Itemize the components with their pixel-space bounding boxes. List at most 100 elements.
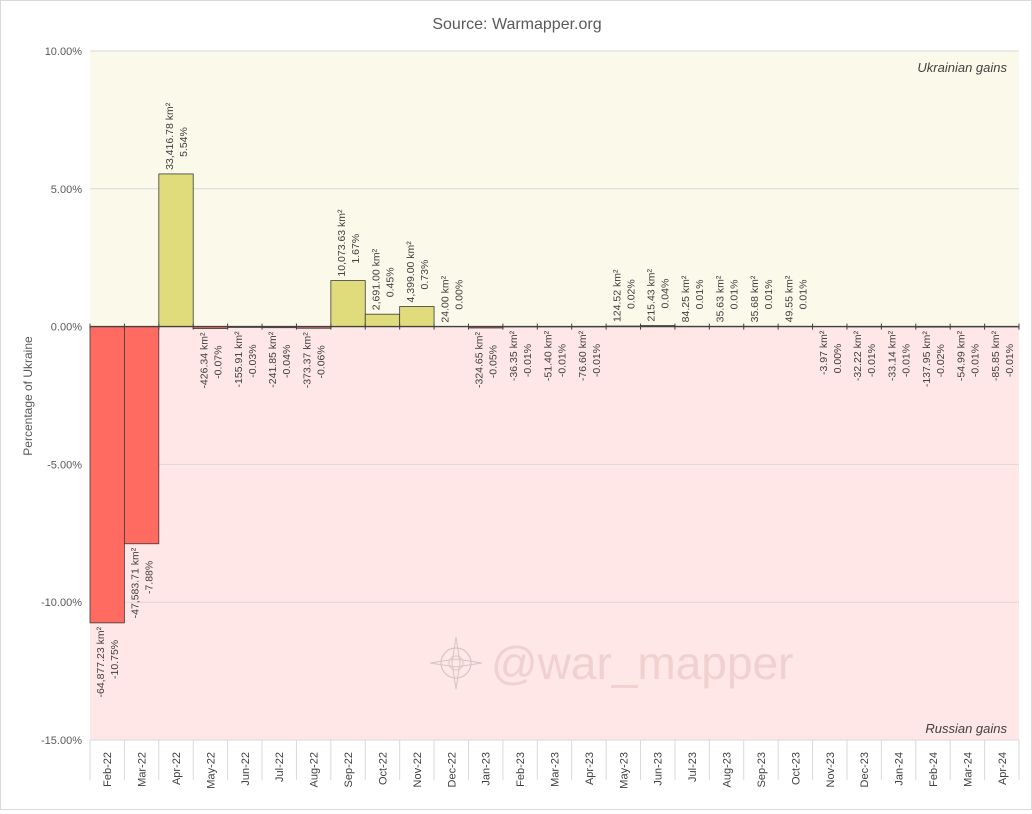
data-label-area: -324.65 km² xyxy=(474,331,486,388)
data-label-area: 24.00 km² xyxy=(439,275,451,322)
x-tick-label: Nov-22 xyxy=(412,752,424,787)
x-tick-label: Jan-23 xyxy=(481,752,493,786)
chart-title: Source: Warmapper.org xyxy=(432,16,601,33)
data-label-area: -32.22 km² xyxy=(852,330,864,381)
data-label-percent: 0.01% xyxy=(729,280,741,310)
bar xyxy=(400,306,434,326)
data-label-percent: -0.01% xyxy=(1004,344,1016,377)
data-label-area: 35.63 km² xyxy=(715,275,727,322)
x-tick-label: Mar-24 xyxy=(962,752,974,787)
data-label-area: 49.55 km² xyxy=(783,275,795,322)
data-label-percent: 0.01% xyxy=(694,280,706,310)
data-label-area: -33.14 km² xyxy=(887,330,899,381)
data-label-percent: -0.01% xyxy=(591,344,603,377)
data-label-percent: -0.03% xyxy=(247,344,259,377)
data-label-percent: -0.06% xyxy=(316,345,328,378)
data-label-percent: -0.05% xyxy=(488,345,500,378)
x-tick-label: Dec-22 xyxy=(446,752,458,787)
data-label-area: -426.34 km² xyxy=(198,332,210,389)
data-label-percent: 0.01% xyxy=(797,280,809,310)
bar xyxy=(124,327,158,544)
data-label-area: 10,073.63 km² xyxy=(336,209,348,277)
data-label-area: -137.95 km² xyxy=(921,331,933,388)
data-label-area: -85.85 km² xyxy=(990,330,1002,381)
y-tick-label: 10.00% xyxy=(45,46,83,58)
data-label-percent: 0.04% xyxy=(660,279,672,309)
data-label-area: -76.60 km² xyxy=(577,330,589,381)
lower-region-label: Russian gains xyxy=(925,721,1007,736)
x-tick-label: Jun-22 xyxy=(240,752,252,786)
upper-region-label: Ukrainian gains xyxy=(917,60,1007,75)
data-label-percent: 5.54% xyxy=(178,127,190,157)
data-label-area: -373.37 km² xyxy=(302,332,314,389)
data-label-area: -47,583.71 km² xyxy=(130,547,142,618)
data-label-percent: -0.04% xyxy=(281,345,293,378)
data-label-percent: 0.01% xyxy=(763,280,775,310)
data-label-percent: -0.01% xyxy=(522,344,534,377)
data-label-percent: 0.00% xyxy=(453,280,465,310)
data-label-area: 35.68 km² xyxy=(749,275,761,322)
x-tick-label: Feb-22 xyxy=(102,752,114,787)
x-tick-label: Aug-23 xyxy=(722,752,734,787)
data-label-area: -36.35 km² xyxy=(508,330,520,381)
x-tick-label: Feb-23 xyxy=(515,752,527,787)
data-label-area: -3.97 km² xyxy=(818,330,830,375)
data-label-area: 4,399.00 km² xyxy=(405,241,417,303)
x-tick-label: Oct-23 xyxy=(790,752,802,785)
bar xyxy=(331,281,365,327)
data-label-percent: -0.01% xyxy=(969,344,981,377)
data-label-area: 33,416.78 km² xyxy=(164,102,176,170)
x-tick-label: Dec-23 xyxy=(859,752,871,787)
x-tick-label: Jun-23 xyxy=(653,752,665,786)
data-label-percent: -0.02% xyxy=(935,344,947,377)
x-tick-label: Sep-23 xyxy=(756,752,768,787)
data-label-percent: -0.01% xyxy=(557,344,569,377)
bar xyxy=(90,327,124,623)
bar xyxy=(159,174,193,327)
data-label-area: -241.85 km² xyxy=(267,331,279,388)
data-label-area: -64,877.23 km² xyxy=(95,626,107,697)
data-label-percent: 0.45% xyxy=(384,267,396,297)
x-tick-label: Mar-23 xyxy=(550,752,562,787)
x-tick-label: Apr-24 xyxy=(997,752,1009,785)
data-label-percent: 1.67% xyxy=(350,234,362,264)
data-label-percent: -0.01% xyxy=(901,344,913,377)
x-tick-label: May-23 xyxy=(618,752,630,789)
y-tick-label: -10.00% xyxy=(41,597,82,609)
data-label-percent: -10.75% xyxy=(109,640,121,679)
data-label-percent: -0.07% xyxy=(212,346,224,379)
y-tick-label: 5.00% xyxy=(51,184,82,196)
data-label-area: 2,691.00 km² xyxy=(370,248,382,310)
x-tick-label: Apr-23 xyxy=(584,752,596,785)
x-tick-label: Sep-22 xyxy=(343,752,355,787)
y-tick-label: -5.00% xyxy=(47,459,82,471)
x-tick-label: Feb-24 xyxy=(928,752,940,787)
x-tick-label: Mar-22 xyxy=(137,752,149,787)
data-label-area: -155.91 km² xyxy=(233,331,245,388)
data-label-area: -51.40 km² xyxy=(543,330,555,381)
y-axis-title: Percentage of Ukraine xyxy=(21,336,35,456)
x-tick-label: Aug-22 xyxy=(309,752,321,787)
data-label-percent: -0.01% xyxy=(866,344,878,377)
data-label-percent: -7.88% xyxy=(144,561,156,594)
watermark-text: @war_mapper xyxy=(491,637,793,689)
y-tick-label: 0.00% xyxy=(51,322,82,334)
data-label-area: 215.43 km² xyxy=(646,268,658,321)
x-tick-label: Apr-22 xyxy=(171,752,183,785)
data-label-percent: 0.02% xyxy=(625,279,637,309)
x-tick-label: Oct-22 xyxy=(377,752,389,785)
x-tick-label: Jul-23 xyxy=(687,752,699,782)
data-label-area: -54.99 km² xyxy=(955,330,967,381)
x-tick-label: Nov-23 xyxy=(825,752,837,787)
data-label-percent: 0.73% xyxy=(419,260,431,290)
bar xyxy=(365,314,399,326)
x-tick-label: Jan-24 xyxy=(894,752,906,786)
y-tick-label: -15.00% xyxy=(41,735,82,747)
x-tick-label: Jul-22 xyxy=(274,752,286,782)
data-label-area: 124.52 km² xyxy=(611,269,623,322)
x-tick-label: May-22 xyxy=(205,752,217,789)
data-label-percent: 0.00% xyxy=(832,344,844,374)
data-label-area: 84.25 km² xyxy=(680,275,692,322)
